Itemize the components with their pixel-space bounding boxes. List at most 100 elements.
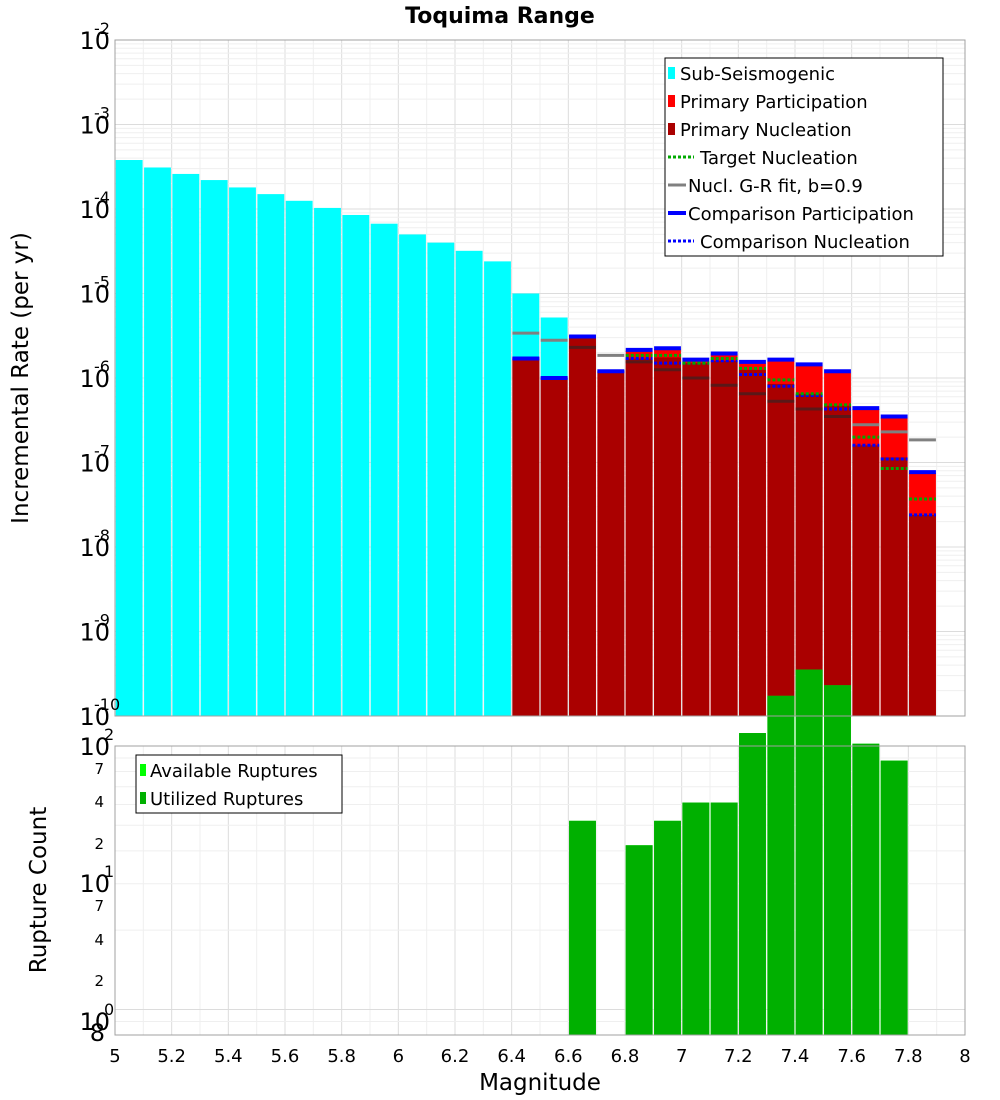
- bar-utilized-ruptures: [710, 802, 738, 1035]
- bar-utilized-ruptures: [880, 760, 908, 1035]
- top-plot-frame: [114, 39, 966, 717]
- bar-utilized-ruptures: [795, 669, 823, 1035]
- bottom-y-minor-tick-label: 2: [94, 835, 104, 853]
- top-y-tick-label: 10: [79, 450, 110, 478]
- chart-title: Toquima Range: [405, 4, 595, 29]
- x-tick-label: 7: [676, 1046, 687, 1067]
- bar-primary-nucleation: [880, 457, 908, 716]
- top-y-tick-exponent: -3: [94, 104, 110, 123]
- x-tick-label: 7.2: [724, 1046, 753, 1067]
- legend-swatch-primary-participation: [668, 95, 675, 107]
- bottom-y-minor-tick-label: 4: [94, 793, 104, 811]
- bottom-y-tick-exponent: 0: [104, 1000, 114, 1019]
- bar-primary-nucleation: [597, 371, 625, 716]
- bar-primary-nucleation: [710, 360, 738, 716]
- bar-primary-nucleation: [625, 358, 653, 716]
- top-legend: Sub-Seismogenic Primary Participation Pr…: [664, 57, 944, 257]
- top-y-tick-exponent: -6: [94, 357, 110, 376]
- top-y-tick-exponent: -2: [94, 19, 110, 38]
- x-tick-label: 6.6: [554, 1046, 583, 1067]
- top-y-tick-label: 10: [79, 703, 110, 731]
- legend-label-target-nucleation: Target Nucleation: [699, 148, 858, 169]
- legend-label-primary-nucleation: Primary Nucleation: [680, 120, 852, 141]
- top-y-tick-exponent: -8: [94, 526, 110, 545]
- top-y-tick-label: 10: [79, 281, 110, 309]
- bar-sub-seismogenic: [229, 187, 256, 717]
- bar-sub-seismogenic: [200, 180, 228, 716]
- bar-utilized-ruptures: [625, 845, 653, 1035]
- x-tick-label: 5.6: [271, 1046, 300, 1067]
- bottom-legend: Available Ruptures Utilized Ruptures: [135, 754, 343, 814]
- bar-primary-nucleation: [795, 393, 823, 716]
- bar-primary-nucleation: [569, 336, 596, 716]
- x-tick-label: 6.8: [611, 1046, 640, 1067]
- bar-sub-seismogenic: [257, 194, 285, 716]
- top-y-tick-label: 10: [79, 27, 110, 55]
- bar-primary-nucleation: [767, 383, 795, 716]
- bar-sub-seismogenic: [314, 207, 341, 716]
- x-tick-label: 5.4: [214, 1046, 243, 1067]
- top-y-tick-exponent: -5: [94, 273, 110, 292]
- legend-label-available-ruptures: Available Ruptures: [150, 761, 318, 782]
- x-tick-label: 8: [959, 1046, 970, 1067]
- x-tick-labels: 5 5.2 5.4 5.6 5.8 6 6.2 6.4 6.6 6.8 7 7.2 7.4 7.6 7.8 8: [109, 1046, 970, 1067]
- bar-sub-seismogenic: [115, 160, 143, 716]
- top-legend-box: [664, 57, 944, 257]
- x-tick-label: 5.8: [327, 1046, 356, 1067]
- bar-primary-nucleation: [682, 363, 710, 716]
- bottom-plot-frame: [114, 745, 966, 1036]
- legend-label-utilized-ruptures: Utilized Ruptures: [150, 789, 303, 810]
- legend-swatch-primary-nucleation: [668, 123, 675, 135]
- bar-utilized-ruptures: [569, 820, 596, 1035]
- bar-primary-nucleation: [852, 445, 880, 716]
- bottom-y-axis-label: Rupture Count: [26, 807, 52, 973]
- legend-label-sub-seismogenic: Sub-Seismogenic: [680, 64, 835, 85]
- bar-utilized-ruptures: [682, 802, 710, 1035]
- bottom-y-tick-label: 10: [79, 733, 110, 761]
- top-y-tick-exponent: -7: [94, 442, 110, 461]
- top-panel-line-markers: [512, 331, 936, 517]
- bar-primary-nucleation: [824, 405, 851, 716]
- legend-swatch-utilized-ruptures: [140, 792, 146, 804]
- bottom-y-minor-tick-label: 7: [94, 760, 104, 778]
- bottom-y-minor-tick-label: 2: [94, 972, 104, 990]
- bottom-y-minor-tick-label: 4: [94, 931, 104, 949]
- x-tick-label: 6.4: [497, 1046, 526, 1067]
- bottom-y-minor-tick-label: 7: [94, 897, 104, 915]
- bottom-y-tick-label: 10: [79, 870, 110, 898]
- top-y-tick-label: 10: [79, 196, 110, 224]
- bar-utilized-ruptures: [767, 695, 795, 1035]
- bar-primary-nucleation: [512, 358, 540, 716]
- bar-primary-nucleation: [540, 378, 568, 716]
- bottom-panel-bars: [569, 669, 908, 1035]
- x-tick-label: 5.2: [157, 1046, 186, 1067]
- bar-utilized-ruptures: [654, 820, 681, 1035]
- legend-label-comparison-nucleation: Comparison Nucleation: [700, 232, 910, 253]
- top-y-tick-label: 10: [79, 112, 110, 140]
- bar-sub-seismogenic: [144, 167, 171, 717]
- x-tick-label: 7.8: [894, 1046, 923, 1067]
- bar-sub-seismogenic: [455, 250, 483, 716]
- bar-sub-seismogenic: [172, 173, 200, 716]
- bottom-y-tick-exponent: 1: [104, 862, 114, 881]
- top-panel-bars: [115, 160, 936, 717]
- bar-primary-nucleation: [909, 514, 936, 716]
- bar-utilized-ruptures: [852, 743, 880, 1035]
- bar-sub-seismogenic: [370, 223, 398, 716]
- bottom-y-tick-label: 8: [90, 1019, 105, 1047]
- top-y-tick-label: 10: [79, 365, 110, 393]
- bar-sub-seismogenic: [484, 261, 511, 716]
- top-y-tick-exponent: -9: [94, 611, 110, 630]
- bar-primary-nucleation: [739, 369, 766, 716]
- x-tick-label: 7.6: [837, 1046, 866, 1067]
- bottom-legend-box: [135, 754, 343, 814]
- top-y-tick-label: 10: [79, 619, 110, 647]
- bar-primary-nucleation: [654, 357, 681, 716]
- bottom-y-tick-exponent: 2: [104, 725, 114, 744]
- bar-sub-seismogenic: [342, 214, 370, 716]
- bar-utilized-ruptures: [824, 685, 851, 1035]
- top-y-tick-exponent: -4: [94, 188, 110, 207]
- bar-utilized-ruptures: [739, 733, 766, 1035]
